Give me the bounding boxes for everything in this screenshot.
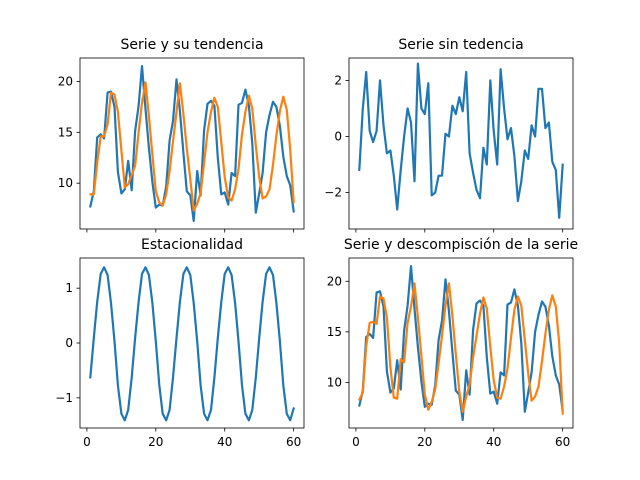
y-tick-label: 20: [327, 274, 342, 288]
series-line-2: [358, 282, 564, 415]
subplot-serie-sin-tendencia: −2 0 2 Serie sin tedencia: [324, 37, 574, 233]
y-tick-label: 20: [58, 74, 73, 88]
y-tick-label: −1: [55, 391, 73, 405]
subplot-serie-tendencia: 10 15 20 Serie y su tendencia: [58, 37, 305, 233]
axes-frame: [348, 257, 574, 429]
series-line-1: [89, 266, 295, 422]
y-tick-label: 0: [65, 336, 73, 350]
y-tick-label: 15: [58, 125, 73, 139]
chart-title: Estacionalidad: [141, 237, 243, 253]
y-tick-label: 2: [334, 73, 342, 87]
axes-frame: [79, 57, 305, 230]
series-line-2: [89, 81, 295, 212]
x-tick-label: 40: [217, 435, 232, 449]
x-tick-label: 60: [555, 435, 570, 449]
subplot-serie-descomposicion: 10 15 20 0 20 40 60 Serie y descompisción de la…: [327, 237, 578, 449]
chart-title: Serie y su tendencia: [120, 37, 263, 53]
y-tick-label: 15: [327, 325, 342, 339]
x-tick-label: 0: [352, 435, 360, 449]
chart-title: Serie y descompisción de la serie: [344, 237, 578, 253]
y-tick-label: 10: [327, 375, 342, 389]
x-tick-label: 60: [286, 435, 301, 449]
x-tick-label: 0: [83, 435, 91, 449]
y-tick-label: 10: [58, 176, 73, 190]
x-tick-label: 20: [148, 435, 163, 449]
y-tick-label: 1: [65, 281, 73, 295]
x-tick-label: 20: [417, 435, 432, 449]
series-line-1: [89, 65, 295, 222]
axes-frame: [348, 57, 574, 230]
y-tick-label: 0: [334, 129, 342, 143]
series-line-1: [358, 62, 564, 219]
x-tick-label: 40: [486, 435, 501, 449]
chart-title: Serie sin tedencia: [398, 37, 523, 53]
y-tick-label: −2: [324, 186, 342, 200]
